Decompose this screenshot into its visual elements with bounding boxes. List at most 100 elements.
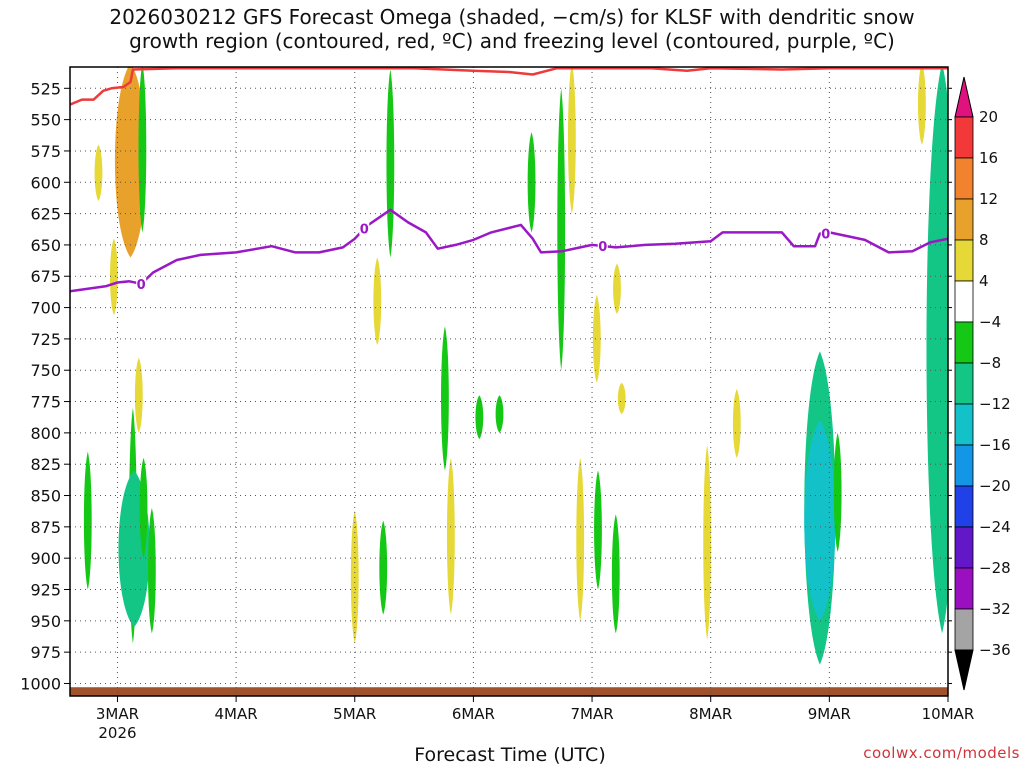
dendritic-snow-contour <box>70 67 948 106</box>
freezing-level-label: 0 <box>821 228 830 243</box>
contour-label-bg <box>136 276 147 290</box>
omega-region <box>594 470 602 590</box>
omega-region <box>475 395 484 440</box>
colorbar-band <box>954 239 974 282</box>
omega-region <box>568 67 576 214</box>
y-tick-label: 775 <box>30 393 61 412</box>
colorbar-band <box>954 526 974 569</box>
y-tick-label: 875 <box>30 518 61 537</box>
colorbar-label: 8 <box>979 231 989 249</box>
colorbar-band <box>954 485 974 528</box>
freezing-level-label: 0 <box>360 223 369 238</box>
chart-title: 2026030212 GFS Forecast Omega (shaded, −… <box>109 5 915 53</box>
colorbar-label: −4 <box>979 313 1001 331</box>
omega-region <box>110 238 118 316</box>
colorbar-label: 12 <box>979 190 998 208</box>
y-tick-label: 650 <box>30 236 61 255</box>
colorbar-label: 16 <box>979 149 998 167</box>
omega-region <box>147 508 156 634</box>
colorbar-bottom-arrow <box>954 649 974 691</box>
colorbar-band <box>954 362 974 405</box>
x-tick-label: 10MAR <box>922 705 975 723</box>
colorbar-top-arrow <box>954 76 974 118</box>
colorbar-label: −8 <box>979 354 1001 372</box>
colorbar-label: −16 <box>979 436 1011 454</box>
omega-region <box>557 88 566 371</box>
x-tick-label: 3MAR <box>96 705 139 723</box>
x-tick-label: 4MAR <box>215 705 258 723</box>
omega-region <box>703 445 712 640</box>
omega-region <box>732 389 741 458</box>
colorbar-band <box>954 567 974 610</box>
omega-region <box>917 67 926 145</box>
colorbar-label: −20 <box>979 477 1011 495</box>
omega-region <box>576 457 585 621</box>
credit-link[interactable]: coolwx.com/models <box>863 744 1020 762</box>
omega-region <box>446 457 455 615</box>
colorbar-label: −36 <box>979 641 1011 659</box>
omega-region <box>833 432 842 552</box>
contour-label-bg <box>597 239 608 253</box>
colorbar-label: −28 <box>979 559 1011 577</box>
colorbar-label: −24 <box>979 518 1011 536</box>
x-tick-label: 7MAR <box>570 705 613 723</box>
y-tick-label: 900 <box>30 549 61 568</box>
colorbar-band <box>954 280 974 323</box>
y-tick-label: 950 <box>30 612 61 631</box>
omega-region <box>114 67 147 258</box>
contour-label-bg <box>359 221 370 235</box>
omega-shading <box>83 67 948 665</box>
axes: 525 550 575 600 625 650 675 700 725 750 775 800 825 8… <box>20 66 975 742</box>
omega-region <box>592 295 601 383</box>
omega-region <box>134 357 143 433</box>
contour-lines: 0 0 0 0 <box>70 67 948 293</box>
ground-band <box>70 687 948 696</box>
y-tick-label: 750 <box>30 361 61 380</box>
omega-region <box>611 514 620 634</box>
x-axis-label: Forecast Time (UTC) <box>414 744 606 766</box>
omega-region <box>350 510 359 644</box>
colorbar-band <box>954 444 974 487</box>
omega-region <box>83 451 92 590</box>
colorbar-band <box>954 157 974 200</box>
ground-rect <box>70 687 948 696</box>
omega-region <box>139 457 148 559</box>
x-tick-label: 8MAR <box>689 705 732 723</box>
y-tick-label: 825 <box>30 455 61 474</box>
freezing-level-label: 0 <box>137 278 146 293</box>
y-tick-label: 550 <box>30 111 61 130</box>
x-tick-label: 9MAR <box>808 705 851 723</box>
colorbar-label: 20 <box>979 108 998 126</box>
colorbar-label: −32 <box>979 600 1011 618</box>
x-year-label: 2026 <box>98 724 136 742</box>
freezing-level-label: 0 <box>598 240 607 255</box>
omega-region <box>441 326 449 471</box>
omega-region <box>373 257 382 346</box>
omega-region <box>138 67 147 233</box>
freezing-level-contour <box>70 208 948 293</box>
y-tick-label: 1000 <box>20 674 61 693</box>
colorbar-label: 4 <box>979 272 989 290</box>
omega-region <box>495 395 504 433</box>
y-tick-label: 725 <box>30 330 61 349</box>
y-tick-label: 525 <box>30 79 61 98</box>
plot-frame <box>69 66 949 697</box>
colorbar-band <box>954 198 974 241</box>
omega-region <box>804 420 836 621</box>
x-tick-label: 6MAR <box>452 705 495 723</box>
colorbar: 20 16 12 8 4 −4 −8 −12 −16 −20 −24 −28 −32 −36 <box>954 76 1011 691</box>
y-tick-label: 600 <box>30 173 61 192</box>
y-tick-label: 850 <box>30 487 61 506</box>
colorbar-band <box>954 116 974 159</box>
colorbar-label: −12 <box>979 395 1011 413</box>
colorbar-band <box>954 403 974 446</box>
omega-region <box>617 382 626 415</box>
x-tick-label: 5MAR <box>333 705 376 723</box>
colorbar-band <box>954 321 974 364</box>
colorbar-band <box>954 608 974 651</box>
omega-region <box>94 144 103 202</box>
omega-region <box>379 520 388 615</box>
y-tick-label: 575 <box>30 142 61 161</box>
omega-region <box>386 69 395 258</box>
